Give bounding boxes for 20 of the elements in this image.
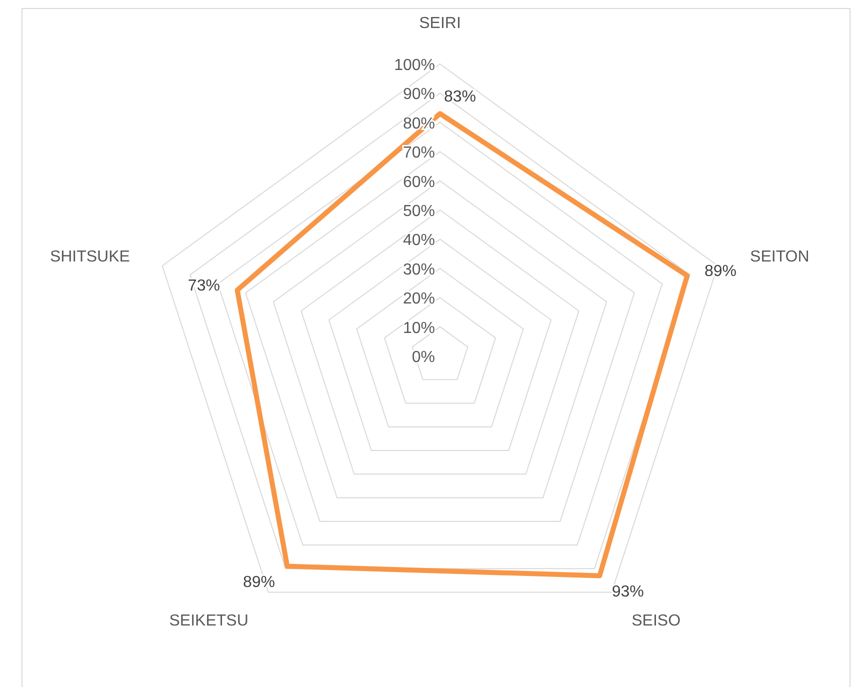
y-tick-label: 100% — [394, 57, 435, 74]
y-tick-label: 40% — [402, 232, 435, 250]
y-tick-label: 10% — [402, 320, 435, 337]
y-tick-label: 90% — [402, 86, 435, 104]
data-label: 93% — [612, 583, 644, 600]
y-tick-label: 20% — [402, 290, 435, 308]
y-tick-label: 0% — [412, 349, 435, 366]
y-tick-label: 60% — [402, 174, 435, 191]
data-label: 73% — [188, 278, 220, 295]
spoke-label: SEIKETSU — [169, 612, 248, 630]
data-label: 89% — [242, 574, 276, 591]
spoke-label: SEITON — [750, 248, 810, 266]
data-label: 83% — [444, 88, 476, 106]
data-label: 89% — [704, 263, 737, 280]
spoke-label: SEISO — [632, 612, 681, 630]
y-tick-label: 30% — [402, 261, 435, 278]
spoke-label: SHITSUKE — [50, 248, 130, 266]
y-tick-label: 70% — [402, 144, 435, 162]
y-tick-label: 50% — [402, 203, 435, 220]
spoke-label: SEIRI — [419, 15, 461, 32]
